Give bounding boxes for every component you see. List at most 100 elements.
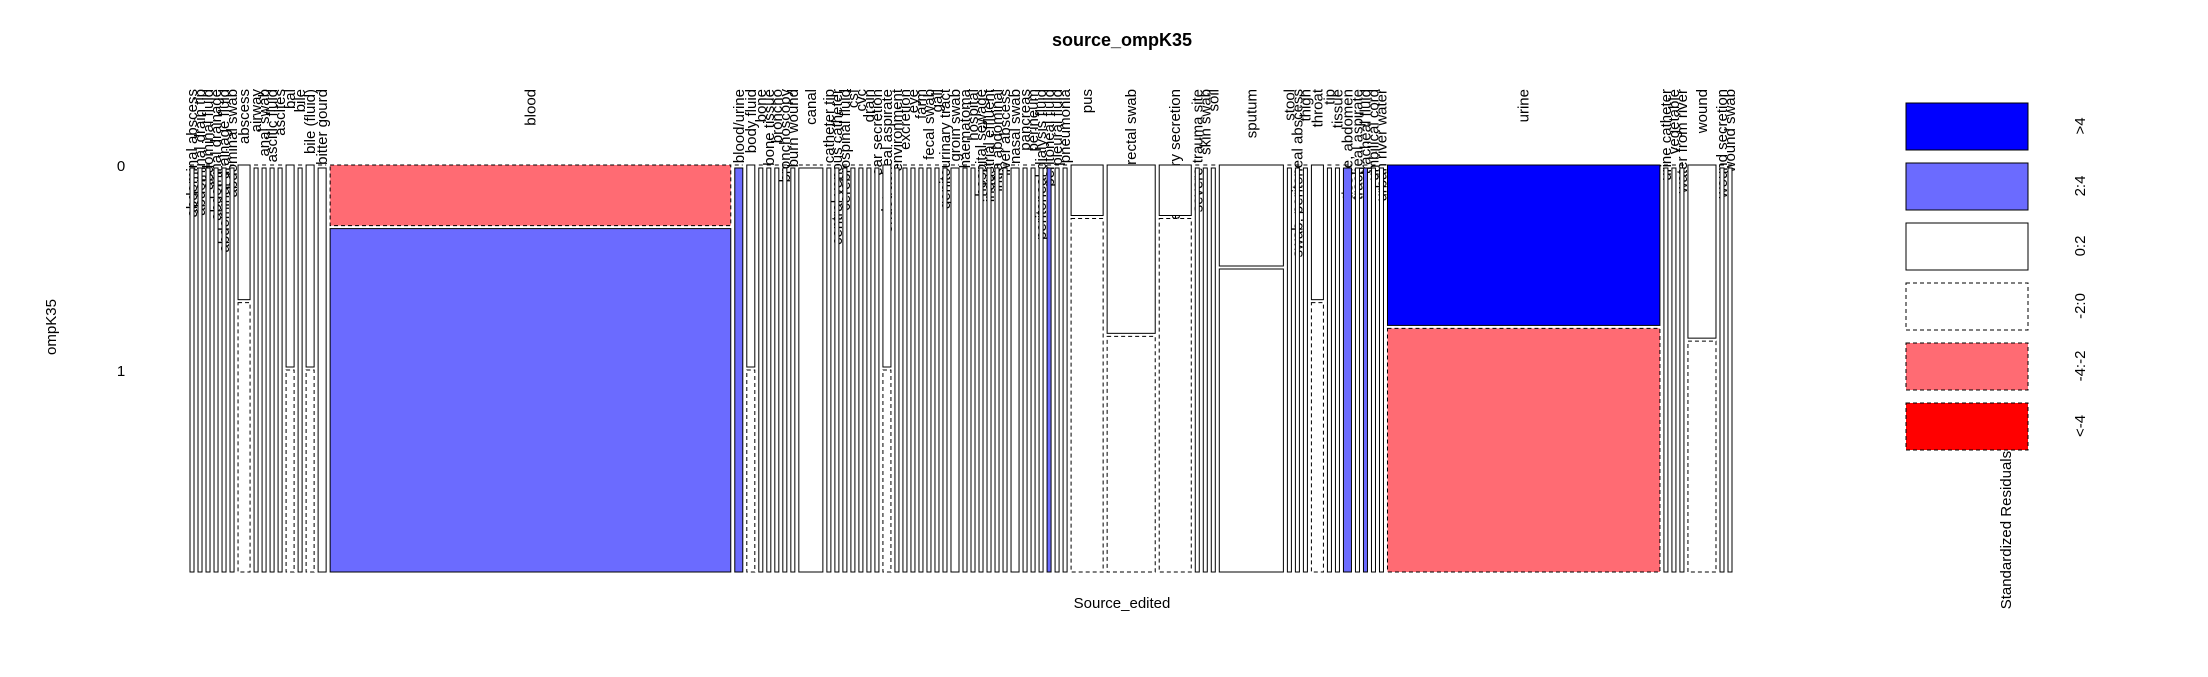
mosaic-cell xyxy=(1158,164,1192,216)
x-axis-label: Source_edited xyxy=(1074,595,1171,612)
x-tick-label: csf xyxy=(845,88,862,108)
x-tick-label: bal xyxy=(282,89,299,109)
chart-title: source_ompK35 xyxy=(1052,30,1192,50)
mosaic-cell xyxy=(1342,167,1352,573)
mosaic-cell xyxy=(1719,167,1725,573)
legend-label: <-4 xyxy=(2072,415,2089,437)
x-tick-label: blood xyxy=(522,89,539,126)
mosaic-cell xyxy=(229,167,235,573)
x-tick-label: pancreas xyxy=(1017,89,1034,151)
mosaic-cell xyxy=(261,167,267,573)
mosaic-cell xyxy=(305,369,315,573)
mosaic-cell xyxy=(1386,164,1661,326)
mosaic-cell xyxy=(1202,167,1208,573)
mosaic-cell xyxy=(1218,268,1284,573)
x-tick-label: wound secretion xyxy=(1714,89,1731,199)
x-tick-label: rectal swab xyxy=(1123,89,1140,165)
mosaic-cell xyxy=(842,167,848,573)
x-tick-label: tracheal fluid xyxy=(1357,89,1374,174)
mosaic-cell xyxy=(850,167,856,573)
mosaic-cell xyxy=(782,167,788,573)
y-axis-label: ompK35 xyxy=(43,299,60,355)
mosaic-cell xyxy=(882,369,892,573)
mosaic-cell xyxy=(942,167,948,573)
x-tick-label: abscess xyxy=(236,89,253,144)
mosaic-cell xyxy=(746,164,756,368)
mosaic-cell xyxy=(1310,302,1324,573)
mosaic-cell xyxy=(1679,167,1685,573)
legend-label: >4 xyxy=(2072,117,2089,134)
x-tick-label: wound swab xyxy=(1722,89,1739,173)
mosaic-cell xyxy=(834,167,840,573)
mosaic-cell xyxy=(790,167,796,573)
legend-label: 2:4 xyxy=(2072,176,2089,197)
x-tick-label: fecal swab xyxy=(921,89,938,160)
x-tick-label: tip xyxy=(1321,89,1338,105)
legend-swatch xyxy=(1905,162,2029,211)
mosaic-cell xyxy=(329,228,732,573)
mosaic-cell xyxy=(1310,164,1324,301)
mosaic-cell xyxy=(197,167,203,573)
mosaic-cell xyxy=(237,302,251,573)
x-tick-label: cerebrospinal fluid xyxy=(837,89,854,211)
x-tick-label: genitourinary tract xyxy=(937,88,954,209)
mosaic-cell xyxy=(1022,167,1028,573)
mosaic-cell xyxy=(1070,218,1104,573)
legend-swatch xyxy=(1905,102,2029,151)
legend-swatch xyxy=(1905,342,2029,391)
mosaic-cell xyxy=(1294,167,1300,573)
mosaic-cell xyxy=(798,167,824,573)
x-tick-label: abdominal abscess xyxy=(184,89,201,217)
x-tick-label: body fluid xyxy=(743,89,760,153)
mosaic-cell xyxy=(253,167,259,573)
mosaic-cell xyxy=(826,167,832,573)
mosaic-cell xyxy=(970,167,976,573)
x-tick-label: airway xyxy=(248,89,265,133)
mosaic-cell xyxy=(858,167,864,573)
mosaic-cell xyxy=(1218,164,1284,267)
mosaic-cell xyxy=(285,164,295,368)
x-tick-label: bone xyxy=(753,89,770,122)
x-tick-label: liver abscess xyxy=(997,89,1014,176)
mosaic-cell xyxy=(882,164,892,368)
mosaic-cell xyxy=(734,167,744,573)
x-tick-label: umbilical cord xyxy=(1365,89,1382,181)
x-tick-label: bronchoscopy xyxy=(777,89,794,183)
x-tick-label: bone tissue xyxy=(761,89,778,166)
x-tick-label: bitter gourd xyxy=(314,89,331,165)
mosaic-cell xyxy=(1687,164,1717,339)
mosaic-cell xyxy=(918,167,924,573)
legend-title: Standardized Residuals: xyxy=(1998,447,2015,610)
mosaic-cell xyxy=(994,167,1000,573)
mosaic-cell xyxy=(1727,167,1733,573)
x-tick-label: nasal swab xyxy=(1007,89,1024,164)
x-tick-label: groin swab xyxy=(947,89,964,162)
mosaic-cell xyxy=(1158,218,1192,573)
x-tick-label: farm xyxy=(913,89,930,119)
y-tick-label: 0 xyxy=(117,158,125,175)
mosaic-cell xyxy=(1326,167,1332,573)
x-tick-label: pus xyxy=(1079,89,1096,113)
x-tick-label: urine catheter xyxy=(1658,89,1675,181)
x-tick-label: tracheal aspirate xyxy=(1349,89,1366,200)
mosaic-cell xyxy=(1354,167,1360,573)
x-tick-label: excretion xyxy=(897,89,914,150)
mosaic-cell xyxy=(1386,327,1661,573)
mosaic-cell xyxy=(1286,167,1292,573)
legend-swatch xyxy=(1905,282,2029,331)
mosaic-cell xyxy=(317,167,327,573)
x-tick-label: eye xyxy=(905,89,922,113)
legend-label: -4:-2 xyxy=(2072,351,2089,382)
x-tick-label: blood/urine xyxy=(731,89,748,163)
x-tick-label: hospital sewage xyxy=(973,89,990,197)
mosaic-cell xyxy=(269,167,275,573)
mosaic-cell xyxy=(746,369,756,573)
x-tick-label: canal xyxy=(803,89,820,125)
x-tick-label: vegetable xyxy=(1666,89,1683,154)
x-tick-label: tissue xyxy=(1329,89,1346,128)
x-tick-label: intra abdominal xyxy=(989,89,1006,192)
mosaic-cell xyxy=(1671,167,1677,573)
x-tick-label: pleural fluid xyxy=(1049,89,1066,166)
mosaic-cell xyxy=(1334,167,1340,573)
